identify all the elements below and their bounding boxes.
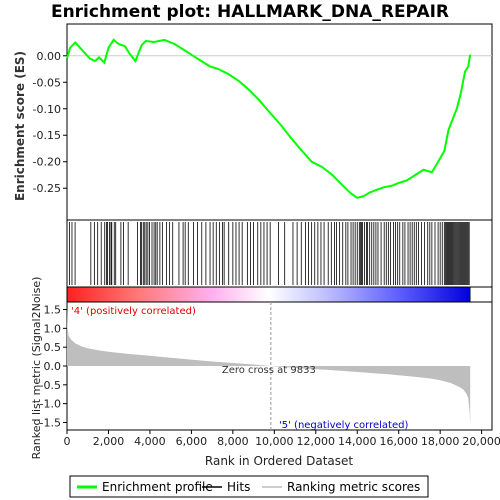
zero-cross-label: Zero cross at 9833 [222, 365, 316, 376]
x-tick-label: 6,000 [176, 435, 208, 448]
metric-y-tick-label: 0.5 [44, 341, 62, 354]
positive-correlation-label: '4' (positively correlated) [71, 306, 196, 317]
x-axis: 0 2,000 4,000 6,000 8,000 10,000 12,000 14,000 1… [64, 430, 500, 448]
x-tick-label: 20,000 [462, 435, 500, 448]
hits-area [66, 219, 493, 288]
x-tick-label: 2,000 [93, 435, 125, 448]
es-y-axis-label: Enrichment score (ES) [13, 51, 27, 201]
legend-label-enrichment-profile: Enrichment profile [102, 480, 213, 494]
negative-correlation-label: '5' (negatively correlated) [279, 420, 408, 431]
enrichment-profile-line [66, 38, 472, 199]
es-y-tick-label: -0.05 [33, 76, 61, 89]
hits-panel [66, 219, 493, 288]
x-tick-label: 4,000 [134, 435, 166, 448]
chart-title: Enrichment plot: HALLMARK_DNA_REPAIR [51, 2, 449, 22]
x-tick-label: 10,000 [255, 435, 294, 448]
es-y-tick-label: -0.15 [33, 129, 61, 142]
legend-label-hits: Hits [227, 480, 250, 494]
metric-y-tick-label: -0.5 [40, 379, 61, 392]
x-tick-label: 14,000 [338, 435, 377, 448]
metric-y-axis: 1.5 1.0 0.5 0.0 -0.5 -1.0 -1.5 [40, 304, 67, 429]
es-y-tick-label: -0.20 [33, 156, 61, 169]
metric-y-tick-label: -1.0 [40, 398, 61, 411]
legend-box [69, 475, 429, 498]
x-tick-label: 0 [64, 435, 71, 448]
es-y-tick-label: -0.10 [33, 103, 61, 116]
metric-y-tick-label: 1.0 [44, 322, 62, 335]
x-tick-label: 12,000 [297, 435, 336, 448]
legend-label-ranking-metric: Ranking metric scores [287, 480, 420, 494]
es-y-tick-label: 0.00 [37, 50, 62, 63]
ranked-metric-panel: 1.5 1.0 0.5 0.0 -0.5 -1.0 -1.5 [40, 301, 493, 431]
ranking-metric-area [67, 307, 471, 427]
metric-y-tick-label: 0.0 [44, 360, 62, 373]
es-y-axis: 0.00 -0.05 -0.10 -0.15 -0.20 -0.25 [33, 50, 67, 195]
metric-y-tick-label: 1.5 [44, 304, 62, 317]
ranked-list-heat-bar [66, 286, 471, 303]
x-tick-label: 18,000 [421, 435, 460, 448]
es-y-tick-label: -0.25 [33, 182, 61, 195]
enrichment-score-panel: 0.00 -0.05 -0.10 -0.15 -0.20 -0.25 [33, 23, 493, 221]
x-axis-label: Rank in Ordered Dataset [205, 454, 353, 468]
legend: Enrichment profile Hits Ranking metric s… [69, 475, 429, 498]
metric-y-axis-label: Ranked list metric (Signal2Noise) [30, 277, 43, 460]
metric-y-tick-label: -1.5 [40, 416, 61, 429]
hit-lines [69, 222, 470, 285]
x-tick-label: 8,000 [217, 435, 249, 448]
x-tick-label: 16,000 [379, 435, 418, 448]
